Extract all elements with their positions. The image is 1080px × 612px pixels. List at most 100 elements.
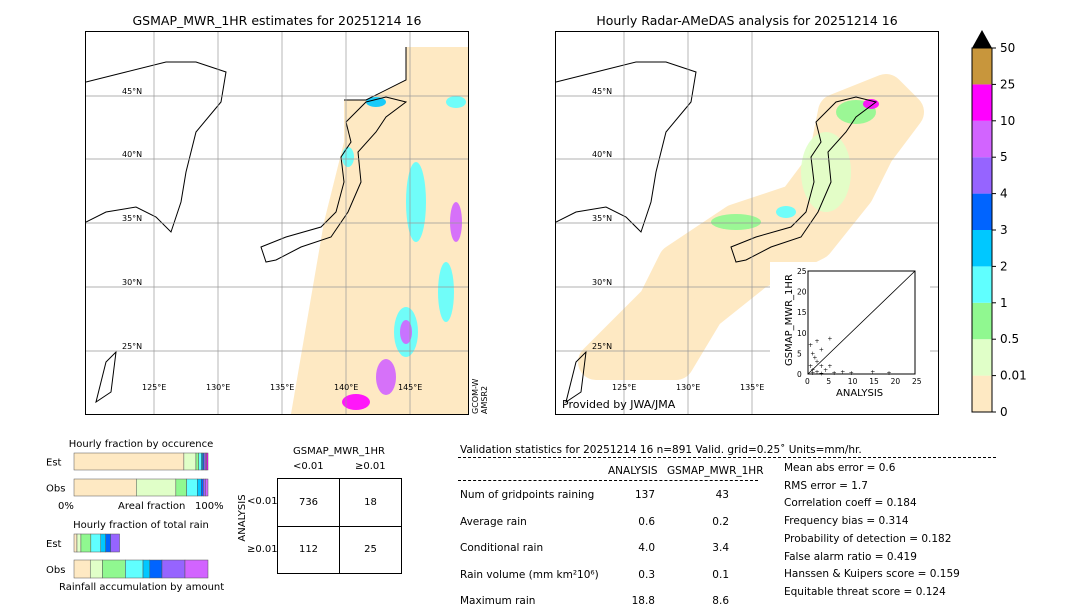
fraction-segment <box>197 478 202 497</box>
colorbar-segment <box>972 193 992 230</box>
stats-label: Maximum rain <box>460 595 536 607</box>
left-map-canvas: 45°N 40°N 35°N 30°N 25°N 125°E 130°E 135°E 140°E… <box>86 32 468 414</box>
fraction-segment <box>175 478 187 497</box>
x-axis-label: Areal fraction <box>118 501 185 512</box>
row-label: Est <box>46 539 62 550</box>
scatter-point: + <box>815 338 820 345</box>
stats-label: Average rain <box>460 515 527 528</box>
y-tick-label: 0 <box>797 370 802 379</box>
fraction-segment <box>73 478 137 497</box>
score-line: RMS error = 1.7 <box>784 479 868 492</box>
left-map-title: GSMAP_MWR_1HR estimates for 20251214 16 <box>132 13 422 28</box>
colorbar-label: 4 <box>1000 187 1008 201</box>
lon-tick-label: 145°E <box>398 383 422 392</box>
rain-blob <box>711 214 761 230</box>
lat-tick-label: 35°N <box>592 214 612 223</box>
scatter-point: + <box>815 359 820 366</box>
colorbar-segment <box>972 84 992 121</box>
row-label: Obs <box>46 484 65 495</box>
col-label: <0.01 <box>293 461 324 472</box>
colorbar-label: 0.5 <box>1000 332 1019 346</box>
colorbar-segment <box>972 48 992 85</box>
fraction-canvas: Hourly fraction by occurence Est Obs 0% Area… <box>46 439 224 593</box>
lat-tick-label: 25°N <box>592 342 612 351</box>
colorbar-segment <box>972 230 992 267</box>
rain-blob <box>342 394 370 410</box>
fraction-segment <box>198 452 202 471</box>
fraction-segment <box>161 559 186 579</box>
cell: 112 <box>298 544 319 555</box>
left-map: 45°N 40°N 35°N 30°N 25°N 125°E 130°E 135°E 140°E… <box>85 31 469 415</box>
rain-blob <box>400 320 412 344</box>
rain-blob <box>406 162 426 242</box>
fraction-segment <box>201 478 204 497</box>
lat-tick-label: 30°N <box>592 278 612 287</box>
fraction-title: Hourly fraction of total rain <box>73 520 209 531</box>
stats-b: 0.1 <box>712 568 729 581</box>
y-axis-label: GSMAP_MWR_1HR <box>784 274 795 366</box>
score-line: Hanssen & Kuipers score = 0.159 <box>784 568 960 581</box>
fraction-segment <box>203 478 206 497</box>
contingency-title: GSMAP_MWR_1HR <box>293 446 385 457</box>
lon-tick-label: 125°E <box>142 383 166 392</box>
colorbar-segment <box>972 339 992 376</box>
scatter-point: + <box>819 346 824 353</box>
fraction-segment <box>73 533 78 553</box>
cell: 736 <box>298 497 319 508</box>
cell: 18 <box>364 497 377 508</box>
lon-tick-label: 140°E <box>334 383 358 392</box>
stats-b: 8.6 <box>712 595 729 607</box>
right-map-title: Hourly Radar-AMeDAS analysis for 2025121… <box>596 13 898 28</box>
fraction-segment <box>102 559 126 579</box>
scatter-point: + <box>819 363 824 370</box>
fraction-segment <box>76 533 82 553</box>
fraction-segment <box>142 559 151 579</box>
rain-blob <box>446 96 466 108</box>
x-axis-label: ANALYSIS <box>836 388 883 399</box>
fraction-segment <box>73 559 91 579</box>
scatter-point: + <box>815 369 820 376</box>
colorbar: 0 0.01 0.5 1 2 3 4 5 10 25 50 <box>960 28 1060 418</box>
fraction-segment <box>73 452 185 471</box>
row-label: Obs <box>46 565 65 576</box>
fraction-segment <box>195 452 199 471</box>
colorbar-segment <box>972 157 992 194</box>
right-map-canvas: 45°N 40°N 35°N 30°N 25°N 125°E 130°E 135°E <box>556 32 938 414</box>
continent-coastline <box>556 61 697 233</box>
fraction-segment <box>80 533 92 553</box>
fraction-segment <box>100 533 106 553</box>
fraction-segment <box>184 559 209 579</box>
rain-blob <box>776 206 796 218</box>
row-label: <0.01 <box>247 496 278 507</box>
colorbar-label: 25 <box>1000 77 1015 91</box>
scatter-point: + <box>810 350 815 357</box>
lat-tick-label: 45°N <box>122 87 142 96</box>
x-tick-label: 25 <box>912 377 922 386</box>
stats-a: 4.0 <box>638 542 655 554</box>
score-line: False alarm ratio = 0.419 <box>784 550 917 563</box>
lat-tick-label: 35°N <box>122 214 142 223</box>
y-tick-label: 25 <box>797 267 807 276</box>
stats-a: 0.3 <box>638 568 655 581</box>
scatter-point: + <box>870 369 875 376</box>
x-tick-label: 15 <box>869 377 879 386</box>
scatter-point: + <box>832 370 837 377</box>
fraction-segment <box>125 559 144 579</box>
fraction-segment <box>183 452 197 471</box>
fraction-segment <box>136 478 177 497</box>
stats-a: 0.6 <box>638 515 655 528</box>
scatter-point: + <box>823 367 828 374</box>
lat-tick-label: 40°N <box>592 150 612 159</box>
x-right-label: 100% <box>195 501 224 512</box>
rain-blob <box>366 97 386 107</box>
fraction-segment <box>206 452 209 471</box>
scatter-point: + <box>810 367 815 374</box>
lat-tick-label: 30°N <box>122 278 142 287</box>
y-tick-label: 15 <box>797 308 807 317</box>
colorbar-segment <box>972 120 992 158</box>
y-tick-label: 20 <box>797 288 807 297</box>
lon-tick-label: 125°E <box>612 383 636 392</box>
score-line: Frequency bias = 0.314 <box>784 515 909 528</box>
col-label: ≥0.01 <box>355 461 386 472</box>
fraction-segment <box>205 478 209 497</box>
